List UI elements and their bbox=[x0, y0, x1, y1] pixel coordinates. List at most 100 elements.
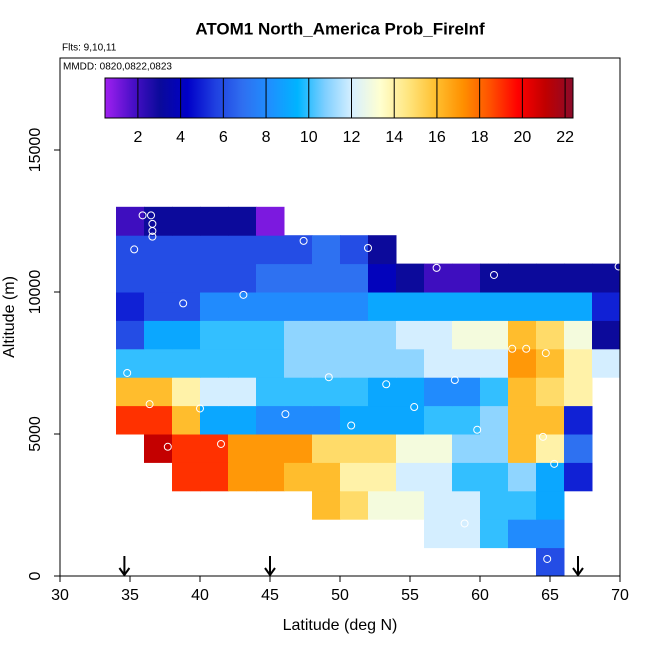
heat-cell bbox=[312, 434, 341, 463]
heat-cell bbox=[480, 348, 509, 378]
sample-point bbox=[299, 236, 308, 245]
sample-point bbox=[138, 211, 147, 220]
heat-cell bbox=[368, 490, 397, 520]
heat-cell bbox=[172, 434, 201, 463]
sample-point bbox=[550, 459, 559, 468]
heat-cell bbox=[284, 405, 313, 435]
heat-cell bbox=[228, 405, 257, 435]
sample-point bbox=[196, 404, 204, 413]
colorbar-tick-label: 18 bbox=[471, 129, 489, 146]
sample-point bbox=[450, 376, 459, 385]
sample-point bbox=[145, 400, 154, 409]
heat-cell bbox=[480, 490, 509, 520]
heat-cell bbox=[256, 263, 285, 293]
heat-cell bbox=[564, 462, 593, 492]
heat-cell bbox=[536, 348, 565, 378]
heat-cell bbox=[508, 263, 537, 293]
heat-cell bbox=[424, 462, 453, 492]
heat-cell bbox=[144, 235, 173, 265]
heat-cell bbox=[536, 320, 565, 350]
sample-point bbox=[508, 344, 517, 353]
heat-cell bbox=[312, 405, 341, 435]
heat-cell bbox=[116, 320, 145, 350]
heat-cell bbox=[172, 405, 201, 435]
heat-cell bbox=[536, 547, 565, 577]
heat-cell bbox=[536, 377, 565, 407]
heat-cell bbox=[284, 462, 313, 492]
heat-cell bbox=[340, 292, 369, 321]
heat-cell bbox=[312, 263, 341, 293]
colorbar-tick-label: 12 bbox=[343, 129, 361, 146]
y-tick-label: 10000 bbox=[27, 270, 44, 315]
heat-cell bbox=[508, 490, 537, 520]
heat-cell bbox=[508, 377, 537, 407]
sample-point bbox=[281, 410, 290, 419]
heat-cell bbox=[200, 320, 229, 350]
heat-cell bbox=[424, 405, 453, 435]
x-tick-label: 50 bbox=[331, 587, 349, 604]
heat-cell bbox=[228, 462, 257, 492]
heat-cell bbox=[312, 348, 341, 378]
colorbar-tick-label: 16 bbox=[428, 129, 446, 146]
heat-cell bbox=[592, 320, 621, 350]
colorbar-tick-label: 14 bbox=[385, 129, 403, 146]
heat-cell bbox=[368, 405, 397, 435]
heat-cell bbox=[284, 263, 313, 293]
sample-point bbox=[460, 519, 469, 528]
colorbar-tick-label: 8 bbox=[262, 129, 271, 146]
heat-cell bbox=[536, 292, 565, 321]
heat-cell bbox=[368, 320, 397, 350]
heat-cell bbox=[536, 263, 565, 293]
heat-cell bbox=[172, 292, 201, 321]
heat-cell bbox=[228, 377, 257, 407]
heat-cell bbox=[116, 377, 145, 407]
heat-cell bbox=[508, 519, 537, 549]
colorbar-tick-label: 10 bbox=[300, 129, 318, 146]
heat-cell bbox=[424, 519, 453, 549]
heat-cell bbox=[592, 348, 621, 378]
heat-cell bbox=[312, 377, 341, 407]
sample-point bbox=[324, 373, 333, 382]
sample-point bbox=[130, 245, 139, 254]
heat-cell bbox=[368, 263, 397, 293]
heat-cell bbox=[340, 434, 369, 463]
heat-cell bbox=[340, 490, 369, 520]
heat-cell bbox=[172, 377, 201, 407]
sample-point bbox=[163, 442, 172, 451]
heat-cell bbox=[256, 320, 285, 350]
heat-cell bbox=[172, 462, 201, 492]
heat-cell bbox=[536, 405, 565, 435]
heat-cell bbox=[256, 235, 285, 265]
heat-cell bbox=[368, 434, 397, 463]
heat-cell bbox=[452, 377, 481, 407]
heat-cell bbox=[480, 462, 509, 492]
heat-cell bbox=[508, 462, 537, 492]
heat-cell bbox=[396, 490, 425, 520]
y-tick-label: 5000 bbox=[27, 416, 44, 452]
heat-cell bbox=[396, 263, 425, 293]
heat-cell bbox=[228, 235, 257, 265]
heat-cell bbox=[564, 434, 593, 463]
heat-cell bbox=[368, 235, 397, 265]
heat-cell bbox=[452, 348, 481, 378]
colorbar-tick-label: 6 bbox=[219, 129, 228, 146]
heat-cell bbox=[228, 263, 257, 293]
heat-cell bbox=[564, 263, 593, 293]
heat-cell bbox=[480, 320, 509, 350]
heat-cell bbox=[452, 320, 481, 350]
heat-cell bbox=[312, 235, 341, 265]
heat-cell bbox=[452, 519, 481, 549]
heat-cell bbox=[396, 405, 425, 435]
sample-point bbox=[217, 439, 225, 448]
heat-cell bbox=[312, 292, 341, 321]
heat-cell bbox=[172, 348, 201, 378]
heat-cell bbox=[396, 434, 425, 463]
heat-cell bbox=[200, 206, 229, 236]
arrow bbox=[572, 556, 584, 577]
heat-cell bbox=[200, 292, 229, 321]
heat-cell bbox=[564, 320, 593, 350]
heat-cell bbox=[172, 263, 201, 293]
heat-cell bbox=[564, 348, 593, 378]
sample-point bbox=[543, 554, 552, 563]
